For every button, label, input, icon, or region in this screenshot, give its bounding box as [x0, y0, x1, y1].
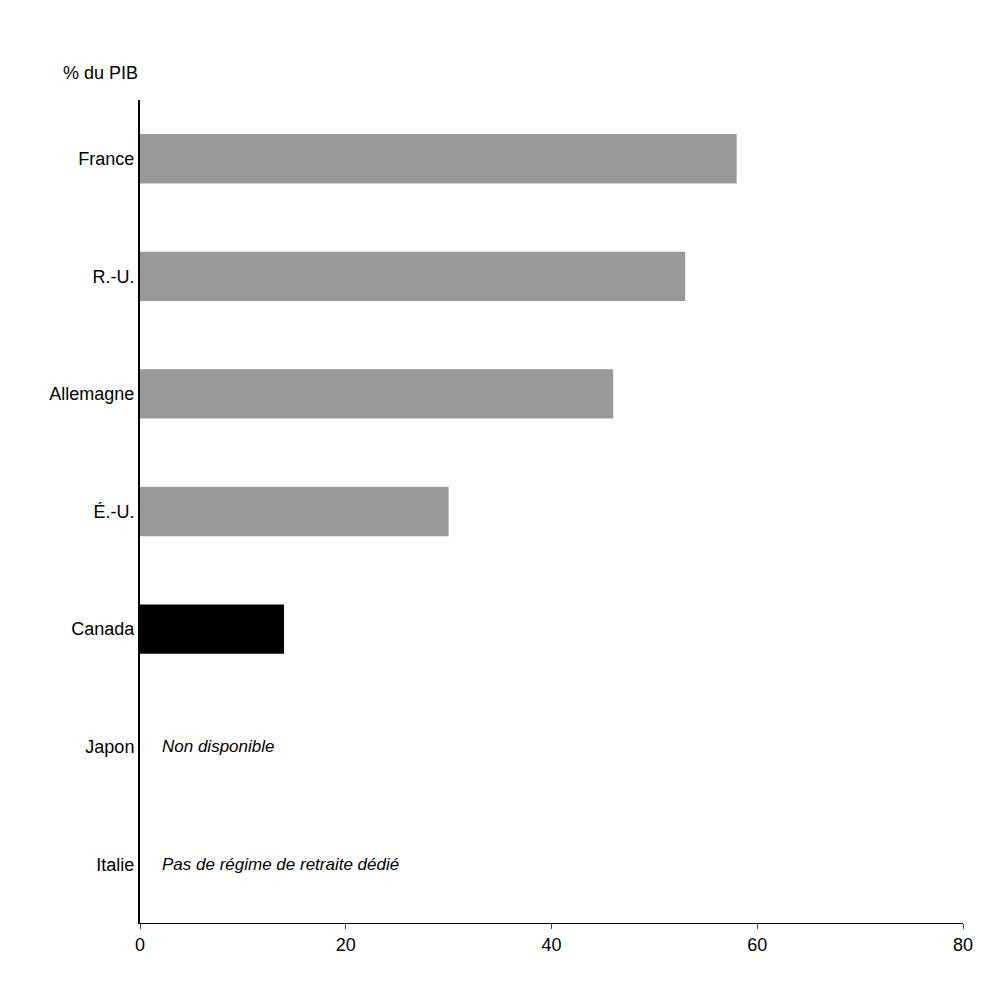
svg-text:Pas de régime de retraite dédi: Pas de régime de retraite dédié — [162, 855, 399, 874]
svg-text:60: 60 — [747, 935, 767, 955]
svg-text:Allemagne: Allemagne — [49, 384, 134, 404]
svg-text:R.-U.: R.-U. — [92, 267, 134, 287]
svg-text:Italie: Italie — [96, 855, 134, 875]
svg-text:Non disponible: Non disponible — [162, 737, 274, 756]
svg-text:Japon: Japon — [85, 737, 134, 757]
svg-text:Canada: Canada — [71, 619, 135, 639]
svg-text:40: 40 — [541, 935, 561, 955]
svg-text:É.-U.: É.-U. — [93, 502, 134, 522]
svg-text:0: 0 — [135, 935, 145, 955]
svg-text:France: France — [78, 149, 134, 169]
svg-text:80: 80 — [953, 935, 973, 955]
svg-text:20: 20 — [336, 935, 356, 955]
svg-text:% du PIB: % du PIB — [63, 63, 138, 83]
